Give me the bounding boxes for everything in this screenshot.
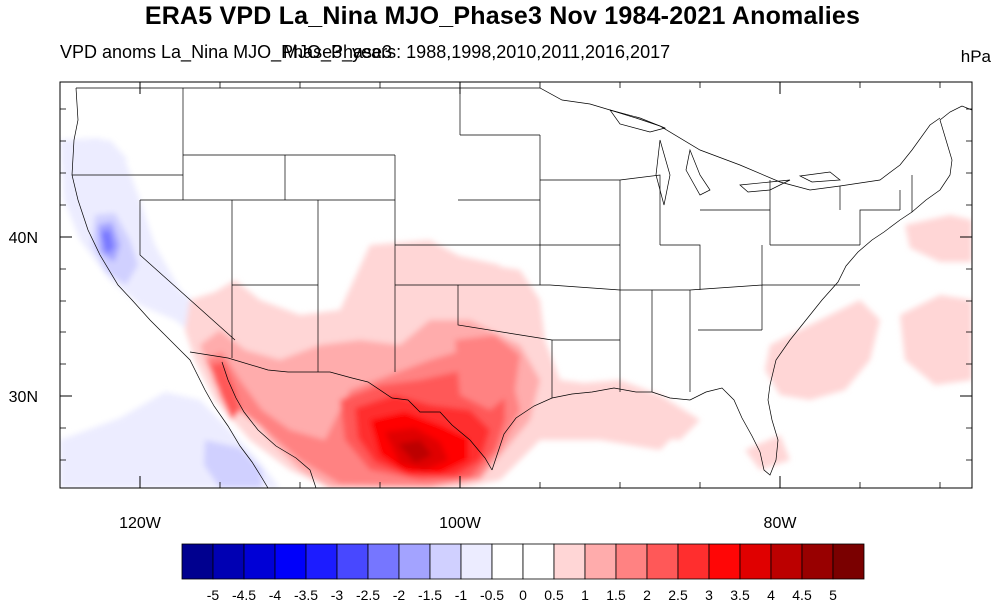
colorbar-swatch bbox=[398, 543, 431, 580]
anomaly-field bbox=[60, 138, 972, 488]
colorbar-swatch bbox=[305, 543, 338, 580]
plot-subtitle: VPD anoms La_Nina MJO_Phase3_years: 1988… bbox=[60, 42, 671, 62]
gulf-of-california-coast bbox=[221, 361, 317, 488]
great-lakes bbox=[609, 109, 841, 206]
colorbar-swatch bbox=[429, 543, 462, 580]
colorbar-label: 5 bbox=[829, 587, 837, 603]
colorbar-label: -5 bbox=[207, 587, 220, 603]
negative-anomaly-california-3 bbox=[101, 230, 114, 254]
colorbar-swatch bbox=[367, 543, 400, 580]
positive-anomaly-plains bbox=[375, 245, 500, 290]
positive-anomaly-texas-east bbox=[455, 335, 520, 410]
negative-anomaly-baja-offshore bbox=[204, 440, 262, 488]
colorbar-label: -4 bbox=[269, 587, 282, 603]
positive-anomaly-gulf-coast bbox=[560, 380, 700, 440]
positive-anomaly-nevada bbox=[205, 290, 235, 320]
positive-anomaly-sonora-coast bbox=[210, 362, 240, 420]
colorbar-swatch bbox=[739, 543, 772, 580]
major-ticks bbox=[60, 82, 972, 488]
colorbar-label: -2 bbox=[393, 587, 406, 603]
colorbar-label: -4.5 bbox=[232, 587, 256, 603]
canada-border bbox=[76, 87, 941, 191]
colorbar-label: 0 bbox=[519, 587, 527, 603]
negative-anomaly-west-coast bbox=[60, 138, 215, 340]
colorbar-swatch bbox=[336, 543, 369, 580]
colorbar-swatch bbox=[677, 543, 710, 580]
lat-label-30n: 30N bbox=[9, 389, 38, 406]
colorbar-label: 0.5 bbox=[544, 587, 564, 603]
colorbar-label: 4.5 bbox=[792, 587, 812, 603]
colorbar-label: -2.5 bbox=[356, 587, 380, 603]
minor-ticks bbox=[59, 82, 972, 488]
lon-label-100w: 100W bbox=[439, 515, 482, 532]
colorbar-swatch bbox=[615, 543, 648, 580]
colorbar-swatch bbox=[553, 543, 586, 580]
us-mexico-border bbox=[189, 351, 493, 471]
colorbar-label: -3 bbox=[331, 587, 344, 603]
colorbar-swatch bbox=[832, 543, 865, 580]
positive-anomaly-8 bbox=[398, 440, 432, 463]
colorbar-label: 3 bbox=[705, 587, 713, 603]
colorbar-swatch bbox=[460, 543, 493, 580]
positive-anomaly-atlantic-north bbox=[905, 215, 972, 262]
colorbar-swatch bbox=[584, 543, 617, 580]
colorbar-label: 2 bbox=[643, 587, 651, 603]
colorbar-label: 1.5 bbox=[606, 587, 626, 603]
lon-label-80w: 80W bbox=[764, 515, 798, 532]
plot-frame bbox=[59, 81, 973, 489]
plot-title: ERA5 VPD La_Nina MJO_Phase3 Nov 1984-202… bbox=[144, 2, 861, 30]
colorbar-swatch bbox=[274, 543, 307, 580]
colorbar-label: 1 bbox=[581, 587, 589, 603]
colorbar-swatch bbox=[181, 543, 214, 580]
colorbar-swatch bbox=[770, 543, 803, 580]
colorbar-swatch bbox=[708, 543, 741, 580]
colorbar-swatch bbox=[491, 543, 524, 580]
colorbar-label: 4 bbox=[767, 587, 775, 603]
colorbar-label: -1 bbox=[455, 587, 468, 603]
colorbar-swatch bbox=[801, 543, 834, 580]
state-lines bbox=[72, 88, 913, 398]
units-label: hPa bbox=[960, 47, 991, 66]
colorbar-swatch bbox=[522, 543, 555, 580]
negative-anomaly-pacific-nw bbox=[70, 140, 128, 162]
boundaries bbox=[71, 87, 972, 488]
colorbar-swatch bbox=[646, 543, 679, 580]
atlantic-coast bbox=[769, 105, 972, 386]
positive-anomaly-florida-atlantic bbox=[745, 435, 790, 470]
colorbar-swatch bbox=[212, 543, 245, 580]
positive-anomaly-atlantic-east bbox=[900, 295, 972, 385]
colorbar-swatch bbox=[243, 543, 276, 580]
gulf-coast bbox=[491, 384, 779, 476]
colorbar: -5 -4.5 -4 -3.5 -3 -2.5 -2 -1.5 -1 -0.5 0 0.5 1 1.5 2 2… bbox=[181, 543, 865, 603]
lon-label-120w: 120W bbox=[119, 515, 162, 532]
colorbar-label: 3.5 bbox=[730, 587, 750, 603]
colorbar-label: -1.5 bbox=[418, 587, 442, 603]
colorbar-label: -0.5 bbox=[480, 587, 504, 603]
colorbar-label: -3.5 bbox=[294, 587, 318, 603]
positive-anomaly-atlantic-southeast bbox=[765, 300, 880, 400]
lat-label-40n: 40N bbox=[9, 230, 38, 247]
colorbar-label: 2.5 bbox=[668, 587, 688, 603]
overlap-text: MJO_Phase3 bbox=[283, 42, 393, 62]
pacific-coastline bbox=[71, 87, 269, 488]
